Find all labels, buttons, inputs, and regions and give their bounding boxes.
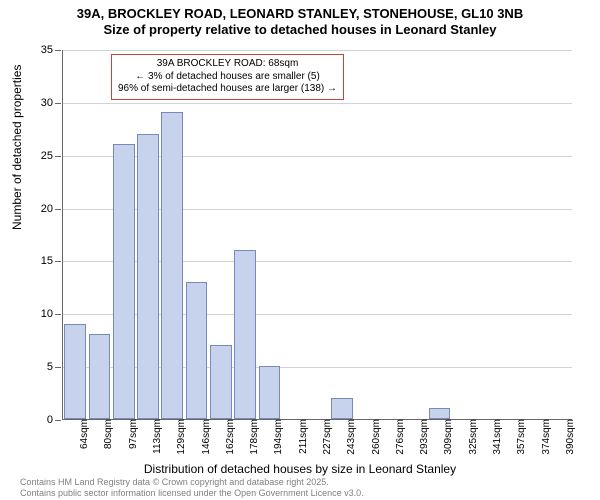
histogram-bar	[186, 282, 208, 419]
y-tick-label: 0	[47, 414, 63, 426]
x-tick-label: 227sqm	[318, 419, 333, 455]
footer-line-1: Contains HM Land Registry data © Crown c…	[20, 477, 364, 487]
histogram-bar	[429, 408, 451, 419]
x-tick-label: 341sqm	[488, 419, 503, 455]
x-tick-label: 129sqm	[172, 419, 187, 455]
y-tick-label: 5	[47, 361, 63, 373]
histogram-bar	[210, 345, 232, 419]
histogram-bar	[89, 334, 111, 419]
x-tick-label: 374sqm	[537, 419, 552, 455]
x-tick-label: 178sqm	[245, 419, 260, 455]
x-tick-label: 97sqm	[124, 419, 139, 449]
property-annotation-box: 39A BROCKLEY ROAD: 68sqm ← 3% of detache…	[111, 54, 344, 100]
histogram-bar	[113, 144, 135, 419]
histogram-bar	[331, 398, 353, 419]
chart-plot-area: 39A BROCKLEY ROAD: 68sqm ← 3% of detache…	[62, 50, 572, 420]
histogram-bar	[161, 112, 183, 419]
y-tick-label: 25	[41, 150, 63, 162]
y-tick-label: 35	[41, 44, 63, 56]
annotation-line-1: 39A BROCKLEY ROAD: 68sqm	[118, 58, 337, 71]
x-tick-label: 260sqm	[367, 419, 382, 455]
y-axis-label: Number of detached properties	[10, 65, 24, 230]
x-tick-label: 211sqm	[294, 419, 309, 454]
annotation-line-2: ← 3% of detached houses are smaller (5)	[118, 71, 337, 84]
x-tick-label: 325sqm	[464, 419, 479, 455]
attribution-footer: Contains HM Land Registry data © Crown c…	[20, 477, 364, 498]
x-tick-label: 80sqm	[99, 419, 114, 449]
x-tick-label: 194sqm	[269, 419, 284, 455]
x-tick-label: 64sqm	[75, 419, 90, 449]
chart-title-block: 39A, BROCKLEY ROAD, LEONARD STANLEY, STO…	[0, 0, 600, 39]
footer-line-2: Contains public sector information licen…	[20, 488, 364, 498]
y-tick-label: 20	[41, 203, 63, 215]
annotation-line-3: 96% of semi-detached houses are larger (…	[118, 83, 337, 96]
histogram-bar	[137, 134, 159, 419]
x-tick-label: 113sqm	[148, 419, 163, 454]
histogram-bar	[64, 324, 86, 419]
gridline	[63, 50, 572, 51]
x-axis-label: Distribution of detached houses by size …	[0, 462, 600, 476]
y-tick-label: 15	[41, 255, 63, 267]
x-tick-label: 162sqm	[221, 419, 236, 455]
x-tick-label: 309sqm	[439, 419, 454, 455]
y-tick-label: 10	[41, 308, 63, 320]
y-tick-label: 30	[41, 97, 63, 109]
x-tick-label: 293sqm	[415, 419, 430, 455]
histogram-bar	[234, 250, 256, 419]
x-tick-label: 276sqm	[391, 419, 406, 455]
x-tick-label: 357sqm	[512, 419, 527, 455]
histogram-bar	[259, 366, 281, 419]
gridline	[63, 103, 572, 104]
x-tick-label: 390sqm	[561, 419, 576, 455]
title-line-1: 39A, BROCKLEY ROAD, LEONARD STANLEY, STO…	[0, 6, 600, 22]
x-tick-label: 243sqm	[342, 419, 357, 455]
title-line-2: Size of property relative to detached ho…	[0, 22, 600, 38]
x-tick-label: 146sqm	[197, 419, 212, 455]
